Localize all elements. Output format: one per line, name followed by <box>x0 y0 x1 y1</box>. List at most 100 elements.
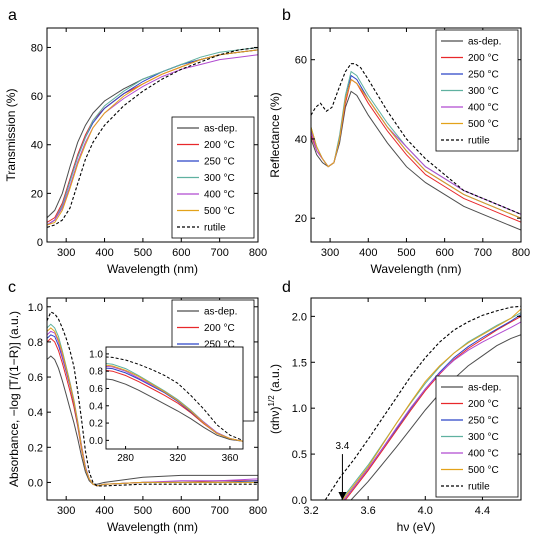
y-axis-title-base: (αhν) <box>268 406 282 434</box>
legend-label: rutile <box>204 223 226 234</box>
x-tick-label: 800 <box>512 247 530 259</box>
inset-x-tick-label: 280 <box>117 453 134 464</box>
series-line-500-c <box>342 308 521 500</box>
inset-y-tick-label: 0.6 <box>89 384 103 395</box>
x-tick-label: 600 <box>435 247 453 259</box>
legend-label: as-dep. <box>468 383 501 394</box>
x-tick-label: 300 <box>321 247 339 259</box>
legend-label: 250 °C <box>468 416 499 427</box>
panel-letter: c <box>8 279 16 296</box>
legend-label: as-dep. <box>468 37 501 48</box>
x-tick-label: 500 <box>134 505 152 517</box>
inset-series-group <box>106 356 243 442</box>
panel-d: d 3.2 3.6 4.0 4.4 0.0 0.5 1.0 1.5 2.0 hν (eV) (αhν)… <box>267 279 522 534</box>
legend-label: 300 °C <box>468 86 499 97</box>
x-tick-label: 400 <box>95 505 113 517</box>
x-tick-label: 600 <box>172 247 190 259</box>
legend-label: 400 °C <box>468 103 499 114</box>
panel-letter: b <box>282 7 291 24</box>
x-tick-label: 500 <box>134 247 152 259</box>
y-tick-label: 40 <box>295 134 307 146</box>
series-line-400-c <box>343 321 521 500</box>
y-tick-label: 60 <box>295 55 307 67</box>
legend-label: 250 °C <box>204 157 235 168</box>
plot-frame <box>310 297 522 501</box>
legend: as-dep. 200 °C 250 °C 300 °C 400 °C 500 °C rut… <box>171 116 255 239</box>
x-tick-label: 700 <box>474 247 492 259</box>
legend-label: 300 °C <box>204 173 235 184</box>
legend-label: as-dep. <box>204 307 237 318</box>
plot-frame <box>46 27 259 243</box>
series-group <box>47 311 258 487</box>
panel-c: c 300 400 500 600 700 800 0.0 0.2 0.4 0.6 0.8 1.0 Wav… <box>7 279 267 534</box>
panel-b: b 300 400 500 600 700 800 20 40 60 Wavelength (nm)… <box>268 7 530 276</box>
x-axis-title: Wavelength (nm) <box>107 520 198 534</box>
y-axis-title: Absorbance, −log [T/(1−R)] (a.u.) <box>7 311 21 487</box>
legend-label: 200 °C <box>204 140 235 151</box>
x-tick-label: 800 <box>249 247 267 259</box>
inset-x-tick-label: 320 <box>169 453 186 464</box>
y-tick-label: 0.5 <box>292 449 307 461</box>
inset-series-line-400-c <box>106 365 243 442</box>
inset-series-line-200-c <box>106 369 243 442</box>
legend-label: 500 °C <box>468 465 499 476</box>
y-tick-label: 0.6 <box>28 372 43 384</box>
y-tick-label: 20 <box>31 188 43 200</box>
series-group <box>311 63 521 231</box>
y-tick-label: 2.0 <box>292 311 307 323</box>
legend-label: as-dep. <box>204 124 237 135</box>
legend-label: 200 °C <box>468 53 499 64</box>
x-tick-label: 300 <box>57 505 75 517</box>
legend-label: 400 °C <box>204 190 235 201</box>
series-line-300-c <box>47 47 258 226</box>
y-axis-title: Reflectance (%) <box>268 92 282 177</box>
y-axis-title-sup: 1/2 <box>267 395 276 407</box>
legend-label: 300 °C <box>468 432 499 443</box>
y-tick-label: 1.0 <box>28 302 43 314</box>
x-tick-label: 3.6 <box>360 505 375 517</box>
inset-series-line-500-c <box>106 364 243 442</box>
legend-box <box>435 375 519 498</box>
x-tick-label: 4.0 <box>418 505 433 517</box>
inset-series-line-as-dep- <box>106 378 243 442</box>
series-line-500-c <box>47 327 258 487</box>
series-line-rutile <box>47 46 258 228</box>
series-line-rutile <box>311 63 521 215</box>
x-tick-label: 600 <box>172 505 190 517</box>
series-line-400-c <box>47 54 258 226</box>
annotation-arrow-head <box>338 492 347 500</box>
y-tick-label: 60 <box>31 91 43 103</box>
y-tick-label: 0.8 <box>28 337 43 349</box>
legend-label: rutile <box>468 482 490 493</box>
inset-y-tick-label: 0.2 <box>89 419 103 430</box>
legend-label: rutile <box>468 136 490 147</box>
series-line-200-c <box>344 315 521 500</box>
y-tick-label: 0 <box>37 237 43 249</box>
legend: as-dep. 200 °C 250 °C 300 °C 400 °C 500 °C rut… <box>435 29 519 152</box>
legend: as-dep. 200 °C 250 °C 300 °C 400 °C 500 °C rut… <box>435 375 519 498</box>
x-tick-label: 300 <box>57 247 75 259</box>
inset-y-tick-label: 0.8 <box>89 367 103 378</box>
annotation-label: 3.4 <box>335 441 349 452</box>
panel-letter: a <box>8 7 17 24</box>
series-line-as-dep- <box>47 355 258 485</box>
x-tick-label: 400 <box>359 247 377 259</box>
inset-x-tick-label: 360 <box>222 453 239 464</box>
inset-y-tick-label: 0.4 <box>89 401 103 412</box>
series-group <box>324 305 521 500</box>
y-axis-title: (αhν)1/2 (a.u.) <box>267 364 282 434</box>
legend-label: 400 °C <box>468 449 499 460</box>
inset-frame <box>105 346 244 450</box>
legend-label: 250 °C <box>468 70 499 81</box>
series-line-500-c <box>311 78 521 219</box>
series-line-rutile <box>324 305 521 500</box>
series-group <box>47 46 258 228</box>
plot-frame <box>310 27 522 243</box>
x-tick-label: 800 <box>249 505 267 517</box>
y-tick-label: 0.4 <box>28 407 43 419</box>
x-axis-title: Wavelength (nm) <box>107 262 198 276</box>
legend-label: 200 °C <box>204 323 235 334</box>
x-axis-title: Wavelength (nm) <box>371 262 462 276</box>
inset-series-line-rutile <box>106 356 243 441</box>
